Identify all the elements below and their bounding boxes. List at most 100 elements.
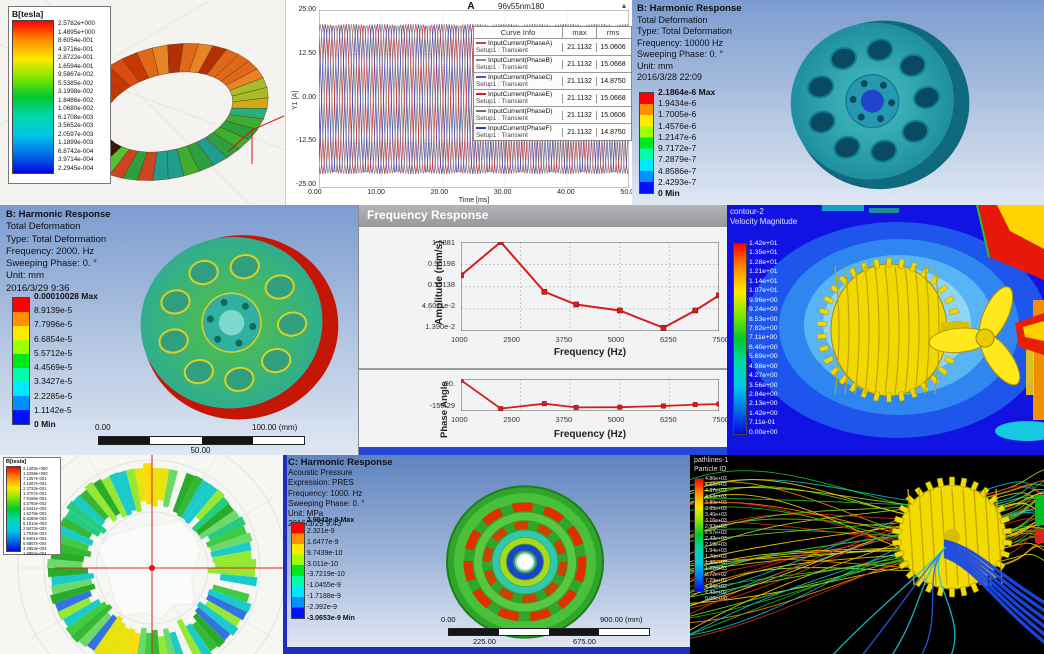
legend-label: 2.43e+02: [705, 590, 727, 596]
legend-label: 4.5760e-002: [23, 501, 47, 506]
x-axis-label: Time [ms]: [458, 197, 490, 204]
curve-max: 21.1132: [562, 76, 596, 86]
legend-label: 0.00010028 Max: [34, 291, 98, 301]
legend-label: 7.11e+00: [749, 334, 778, 342]
table-row[interactable]: InputCurrent(PhaseD) Setup1 : Transient …: [474, 106, 631, 123]
legend-label: 8.8280e-003: [23, 516, 47, 521]
legend-label: 9.96e+00: [749, 296, 778, 304]
collapse-icon[interactable]: ▴: [622, 1, 627, 10]
model-label[interactable]: 96v55nm180: [498, 2, 545, 11]
legend-title: B[tesla]: [6, 459, 27, 465]
legend-label: 2.0597e-003: [58, 130, 94, 138]
ruler-mid-label: 50.00: [190, 446, 211, 455]
table-row[interactable]: InputCurrent(PhaseA) Setup1 : Transient …: [474, 38, 631, 55]
curve-color-dash: [476, 127, 486, 130]
ruler-min-label: 0.00: [95, 423, 111, 432]
legend-label: 7.1057e-001: [23, 476, 47, 481]
legend-label: 9.24e+00: [749, 306, 778, 314]
legend-label: 2.2285e-5: [34, 390, 73, 401]
legend-label: 1.4895e+000: [58, 28, 95, 36]
curve-rms: 15.0606: [596, 110, 629, 120]
table-row[interactable]: InputCurrent(PhaseB) Setup1 : Transient …: [474, 55, 631, 72]
amp-x-axis-label: Frequency (Hz): [553, 347, 627, 358]
legend-label: 9.7439e-10: [307, 549, 343, 557]
amp-y-ticks: 1.6881 0.50198 0.15138 4.6011e-2 1.390e-2: [421, 238, 455, 331]
legend-label: 1.07e+01: [749, 287, 778, 295]
legend-label: 5.5712e-5: [34, 347, 73, 358]
legend-label: 7.29e+02: [705, 578, 727, 584]
legend-label: 2.92e+03: [705, 524, 727, 530]
color-ramp: [12, 20, 54, 174]
table-row[interactable]: InputCurrent(PhaseF) Setup1 : Transient …: [474, 123, 631, 140]
legend-label: 2.3722e-001: [23, 486, 47, 491]
legend-label: 6.8742e-004: [58, 147, 94, 155]
curve-color-dash: [476, 59, 486, 62]
legend-labels: 0.00010028 Max 8.9139e-5 7.7996e-5 6.6854e-…: [34, 291, 98, 429]
legend-label: -2.392e-9: [307, 604, 337, 611]
legend-label: 2.13e+00: [749, 400, 778, 408]
result-header: B: Harmonic Response Total Deformation Typ…: [637, 3, 742, 82]
table-row[interactable]: InputCurrent(PhaseE) Setup1 : Transient …: [474, 89, 631, 106]
legend-label: 0 Min: [658, 187, 680, 198]
curve-name: InputCurrent(PhaseB): [488, 57, 553, 64]
scale-ruler: [98, 436, 305, 445]
phase-tick-min: -150.29: [429, 401, 455, 410]
legend-labels: 4.86e+03 4.62e+03 4.37e+03 4.13e+03 3.89e+03…: [705, 476, 727, 602]
curve-max: 21.1132: [562, 93, 596, 103]
legend-label: 3.89e+03: [705, 500, 727, 506]
panel-harmonic-response-top: B: Harmonic Response Total Deformation Typ…: [632, 0, 1044, 205]
legend-label: 1.21e+01: [749, 268, 778, 276]
legend-label: 2.84e+00: [749, 391, 778, 398]
amplitude-chart: [461, 242, 719, 331]
amp-x-ticks: 1000 2500 3750 5000 6250 7500: [451, 335, 728, 344]
curve-name: InputCurrent(PhaseA): [488, 40, 553, 47]
panel-acoustic-pressure: C: Harmonic Response Acoustic Pressure Exp…: [283, 455, 690, 654]
curve-name: InputCurrent(PhaseF): [488, 125, 552, 132]
legend-label: 2.9942e-9 Max: [307, 517, 355, 524]
legend-label: 2.1864e-6 Max: [658, 87, 716, 97]
legend-label: 3.56e+00: [749, 381, 778, 389]
window-titlebar[interactable]: Frequency Response: [359, 205, 728, 227]
panel-frequency-response-window: Frequency Response Amplitude (mm/s) 1.68…: [358, 205, 728, 455]
plot-divider: [359, 368, 728, 370]
legend-label: 2.5782e+000: [58, 20, 95, 27]
legend-label: 1.1142e-5: [34, 404, 72, 415]
legend-label: 5.6857e-004: [23, 541, 47, 546]
legend-label: 1.1899e-003: [58, 139, 94, 147]
phase-chart: [461, 379, 719, 411]
phase-x-ticks: 1000 2500 3750 5000 6250 7500: [451, 415, 728, 424]
curve-setup: Setup1 : Transient: [476, 64, 528, 71]
legend-label: 2.4293e-7: [658, 176, 697, 187]
legend-label: 3.011e-10: [307, 560, 339, 568]
legend-label: 1.28e+01: [749, 258, 778, 266]
curve-setup: Setup1 : Transient: [476, 98, 528, 105]
legend-label: 2.67e+03: [705, 530, 727, 536]
legend-label: 3.40e+03: [705, 512, 727, 518]
result-header: B: Harmonic Response Total Deformation Typ…: [6, 209, 111, 294]
disc-pressure-render: [446, 485, 604, 639]
ring-field-render: [12, 455, 283, 654]
table-row[interactable]: InputCurrent(PhaseC) Setup1 : Transient …: [474, 72, 631, 89]
ruler-max-label: 900.00 (mm): [600, 615, 643, 624]
legend-label: 4.27e+00: [749, 372, 778, 380]
legend-labels: 2.1864e-6 Max 1.9434e-6 1.7005e-6 1.4576e-6…: [658, 87, 715, 198]
legend-label: 4.8586e-7: [658, 165, 697, 176]
curve-name: InputCurrent(PhaseC): [488, 74, 553, 81]
legend-label: 7.7996e-5: [34, 319, 73, 330]
b-field-legend: B[tesla] 2.5782e+000 1.4895e+000 8.6054e-0…: [8, 6, 111, 184]
curve-max: 21.1132: [562, 42, 596, 52]
legend-label: 3.2853e-004: [23, 546, 47, 551]
curve-rms: 15.0668: [596, 59, 629, 69]
legend-label: 3.1998e-002: [58, 88, 94, 96]
legend-labels: 1.42e+01 1.35e+01 1.28e+01 1.21e+01 1.14e+01…: [749, 240, 778, 436]
legend-label: -1.0455e-9: [307, 582, 341, 590]
panel-cfd-velocity-contour: contour-2 Velocity Magnitude 1.42e+01 1.35…: [727, 205, 1044, 455]
legend-label: 1.7005e-6: [658, 109, 697, 120]
curve-rms: 15.0668: [596, 93, 629, 103]
scale-ruler: [448, 628, 650, 636]
legend-label: 4.86e+03: [705, 476, 727, 482]
legend-label: 1.6477e-9: [307, 538, 339, 546]
legend-label: 4.86e+02: [705, 584, 727, 590]
